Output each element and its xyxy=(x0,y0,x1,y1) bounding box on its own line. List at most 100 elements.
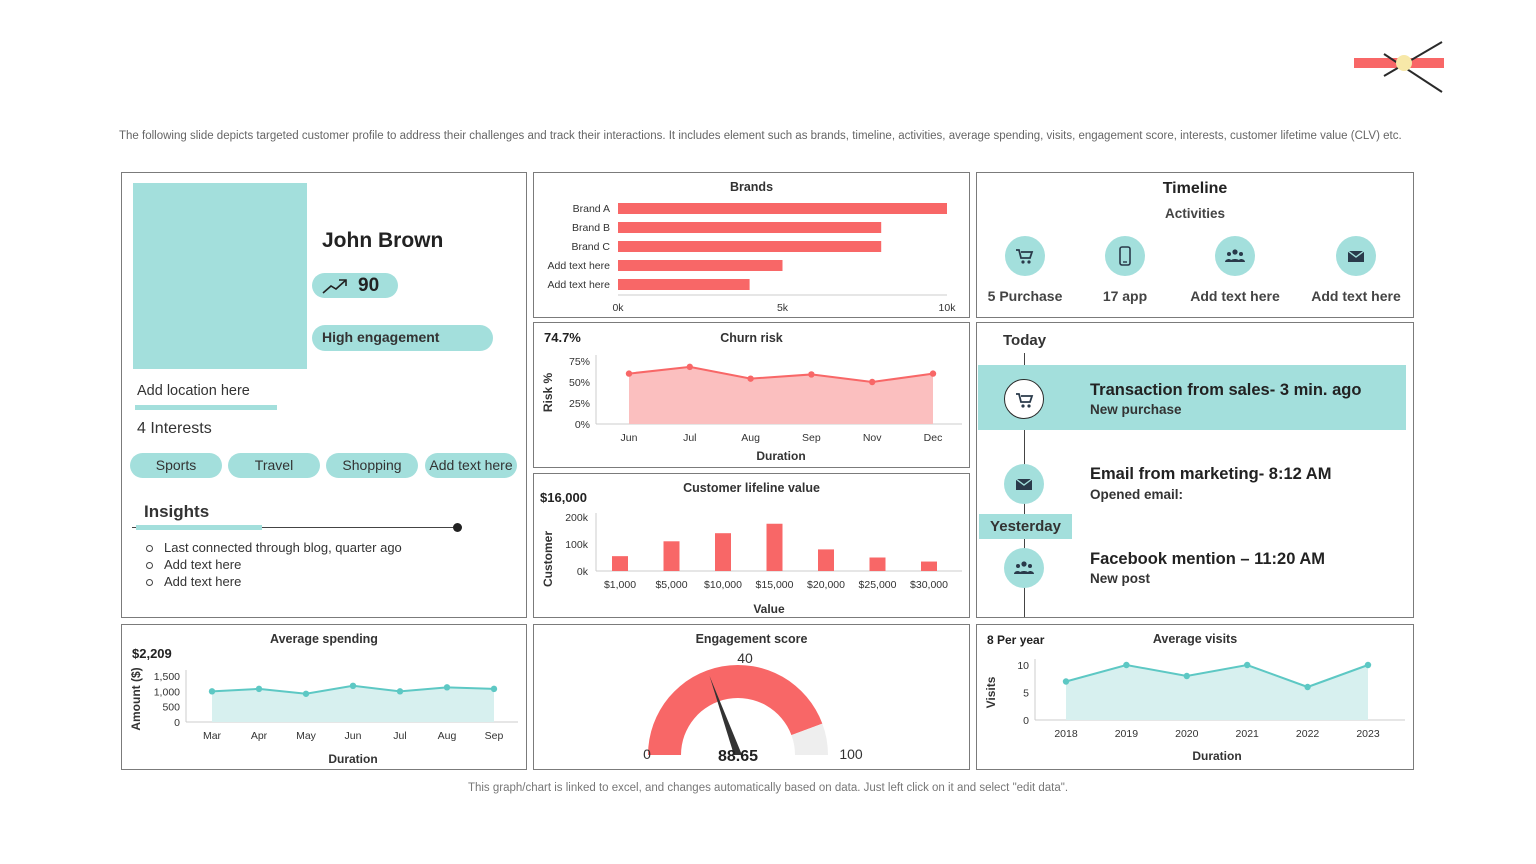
data-point xyxy=(625,370,633,377)
interest-chip: Sports xyxy=(130,453,222,478)
clv-chart: 0k 100k 200k $1,000 $5,000 $10,000 $15,000 $20,… xyxy=(541,512,962,616)
interest-chip: Travel xyxy=(228,453,320,478)
interests-count: 4 Interests xyxy=(137,420,212,437)
location-underline xyxy=(135,405,277,410)
y-tick-label: 0% xyxy=(575,419,590,431)
x-axis-label: Value xyxy=(753,602,785,616)
x-tick-label: Apr xyxy=(251,730,268,742)
spending-chart: 0 500 1,000 1,500 Mar Apr May Jun Jul Aug Sep Durat… xyxy=(129,667,518,766)
x-tick-label: 0k xyxy=(612,302,624,314)
x-tick-label: Mar xyxy=(203,730,222,742)
users-icon xyxy=(1004,548,1044,588)
activity-social[interactable]: Add text here xyxy=(1175,236,1295,304)
interest-chip: Shopping xyxy=(326,453,418,478)
bar xyxy=(818,549,834,571)
bar-label: Brand C xyxy=(571,241,610,253)
shopping-cart-icon xyxy=(1005,236,1045,276)
gauge-mid-label: 40 xyxy=(737,650,753,666)
data-point xyxy=(747,375,754,382)
spending-panel: $2,209 Average spending 0 500 1,000 1,500 Ma… xyxy=(121,624,527,770)
y-axis-label: Amount ($) xyxy=(129,667,143,730)
x-tick-label: 2022 xyxy=(1296,728,1320,740)
x-tick-label: Jul xyxy=(683,432,696,444)
insights-divider xyxy=(132,527,458,528)
churn-panel: 74.7% Churn risk 0% 25% 50% 75% Jun Jul Aug Sep… xyxy=(533,322,970,468)
x-tick-label: Sep xyxy=(802,432,821,444)
gauge-value-label: 88.65 xyxy=(718,748,758,765)
y-tick-label: 1,000 xyxy=(154,686,180,698)
email-icon xyxy=(1336,236,1376,276)
timeline-subtitle: Activities xyxy=(1164,206,1226,221)
brands-chart: Brand A Brand B Brand C Add text here Add te… xyxy=(548,203,956,314)
profile-panel: John Brown 90 High engagement Add locati… xyxy=(121,172,527,618)
area-fill xyxy=(629,366,933,424)
x-tick-label: 2019 xyxy=(1115,728,1139,740)
x-tick-label: Jun xyxy=(345,730,362,742)
y-tick-label: 5 xyxy=(1023,688,1029,700)
y-axis-label: Risk % xyxy=(541,372,555,412)
shopping-cart-icon xyxy=(1004,379,1044,419)
bar xyxy=(618,203,947,214)
brands-title: Brands xyxy=(729,180,774,194)
x-tick-label: May xyxy=(296,730,317,742)
profile-name: John Brown xyxy=(322,229,444,252)
score-badge: 90 xyxy=(312,273,398,298)
data-point xyxy=(1062,678,1070,685)
feed-item-title: Transaction from sales- 3 min. ago xyxy=(1090,381,1362,399)
x-tick-label: Nov xyxy=(863,432,882,444)
data-point xyxy=(1183,672,1190,680)
x-tick-label: $1,000 xyxy=(604,579,636,591)
data-point xyxy=(349,682,357,690)
insights-list: Last connected through blog, quarter ago… xyxy=(144,539,402,590)
x-tick-label: Jul xyxy=(393,730,406,742)
engagement-badge: High engagement xyxy=(312,325,493,351)
y-tick-label: 50% xyxy=(569,377,590,389)
data-point xyxy=(808,371,815,378)
timeline-title: Timeline xyxy=(1162,180,1228,197)
activity-purchase[interactable]: 5 Purchase xyxy=(965,236,1085,304)
visits-chart: 0 5 10 2018 2019 2020 2021 2022 2023 Duration Visi… xyxy=(984,659,1405,763)
x-tick-label: Aug xyxy=(741,432,760,444)
y-tick-label: 200k xyxy=(565,512,589,524)
bar xyxy=(869,557,886,571)
churn-chart: 0% 25% 50% 75% Jun Jul Aug Sep Nov Dec Duration Ris… xyxy=(541,355,962,463)
activity-label: Add text here xyxy=(1311,288,1401,304)
bar xyxy=(715,533,731,571)
x-tick-label: Dec xyxy=(924,432,943,444)
activity-label: 17 app xyxy=(1102,288,1148,304)
x-tick-label: $25,000 xyxy=(859,579,897,591)
x-tick-label: 2023 xyxy=(1356,728,1380,740)
x-tick-label: 2018 xyxy=(1054,728,1078,740)
insight-item: Add text here xyxy=(144,556,402,573)
clv-headline: $16,000 xyxy=(540,490,587,505)
y-axis-label: Visits xyxy=(984,676,998,708)
feed-item-subtitle: Opened email: xyxy=(1090,487,1184,502)
data-point xyxy=(208,688,216,695)
clv-title: Customer lifeline value xyxy=(683,481,820,495)
engagement-title: Engagement score xyxy=(695,632,808,646)
feed-item-subtitle: New purchase xyxy=(1090,402,1182,417)
activity-label: 5 Purchase xyxy=(987,288,1063,304)
email-icon xyxy=(1004,464,1044,504)
y-tick-label: 75% xyxy=(569,356,590,368)
series-line xyxy=(628,365,934,384)
area-fill xyxy=(1066,665,1368,720)
y-tick-label: 10 xyxy=(1017,660,1029,672)
data-point xyxy=(1304,683,1311,691)
activity-app[interactable]: 17 app xyxy=(1065,236,1185,304)
visits-panel: 8 Per year Average visits 0 5 10 2018 2019 20… xyxy=(976,624,1414,770)
data-point xyxy=(929,370,937,377)
clv-panel: $16,000 Customer lifeline value 0k 100k 20… xyxy=(533,473,970,618)
yesterday-label: Yesterday xyxy=(979,514,1072,539)
gauge-min-label: 0 xyxy=(643,746,651,762)
brand-logo xyxy=(1354,41,1444,93)
bar-label: Brand A xyxy=(573,203,610,215)
activity-email[interactable]: Add text here xyxy=(1296,236,1416,304)
trend-up-icon xyxy=(322,279,347,294)
bar-label: Brand B xyxy=(572,222,610,234)
spending-headline: $2,209 xyxy=(132,646,172,661)
bar xyxy=(766,523,783,571)
x-axis-label: Duration xyxy=(328,752,377,766)
activity-feed-panel: Today Transaction from sales- 3 min. ago… xyxy=(976,322,1414,618)
x-tick-label: $15,000 xyxy=(756,579,794,591)
